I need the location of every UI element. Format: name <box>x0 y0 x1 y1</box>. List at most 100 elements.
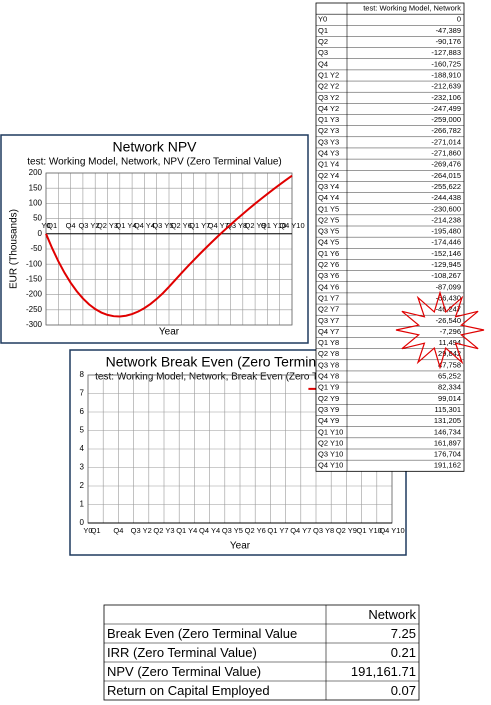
table-period: Q3 Y7 <box>318 316 339 325</box>
table-value: -66,430 <box>436 293 461 302</box>
summary-frame <box>103 604 420 701</box>
x-tick-label: Q4 Y10 <box>279 221 304 230</box>
x-axis-label: Year <box>230 541 251 552</box>
y-tick-label: 3 <box>80 463 85 472</box>
table-value: -127,883 <box>431 48 461 57</box>
chart-window <box>0 134 309 344</box>
table-period: Q2 <box>318 37 328 46</box>
x-tick-label: Q1 <box>47 221 57 230</box>
y-tick-label: 1 <box>80 500 85 509</box>
table-value: -266,782 <box>431 126 461 135</box>
table-value: 99,014 <box>438 394 461 403</box>
table-period: Q2 Y5 <box>318 215 339 224</box>
table-value: -90,176 <box>436 37 461 46</box>
table-period: Q2 Y8 <box>318 349 339 358</box>
summary-value: 7.25 <box>391 626 416 641</box>
x-tick-label: Q2 Y3 <box>153 526 174 535</box>
x-tick-label: Q2 Y6 <box>171 221 192 230</box>
table-value: 146,734 <box>434 427 461 436</box>
table-period: Q2 Y3 <box>318 126 339 135</box>
y-tick-label: 8 <box>80 370 85 379</box>
table-value: -7,296 <box>440 327 461 336</box>
data-line <box>45 174 293 318</box>
table-period: Q1 Y7 <box>318 293 339 302</box>
table-value: 115,301 <box>434 405 461 414</box>
table-header: test: Working Model, Network <box>363 4 461 13</box>
table-value: -26,540 <box>436 316 461 325</box>
table-value: 65,252 <box>438 372 461 381</box>
table-period: Q2 Y9 <box>318 394 339 403</box>
x-tick-label: Q1 Y10 <box>357 526 382 535</box>
table-value: -271,860 <box>431 149 461 158</box>
x-tick-label: Q3 Y8 <box>313 526 334 535</box>
x-tick-label: Q4 Y7 <box>208 221 229 230</box>
y-tick-label: 100 <box>29 199 43 208</box>
y-tick-label: -50 <box>30 244 42 253</box>
table-value: -174,446 <box>431 238 461 247</box>
table-value: 47,758 <box>438 360 461 369</box>
x-tick-label: Q2 Y9 <box>336 526 357 535</box>
x-tick-label: Q3 Y5 <box>222 526 243 535</box>
x-tick-label: Q2 Y6 <box>245 526 266 535</box>
summary-header: Network <box>368 607 416 622</box>
y-tick-label: 0 <box>38 229 43 238</box>
table-period: Q1 Y8 <box>318 338 339 347</box>
table-period: Q1 Y9 <box>318 383 339 392</box>
table-period: Q2 Y6 <box>318 260 339 269</box>
y-tick-label: 0 <box>80 518 85 527</box>
y-tick-label: -200 <box>26 290 43 299</box>
table-value: -255,622 <box>431 182 461 191</box>
y-tick-label: -300 <box>26 320 43 329</box>
plot-frame <box>45 172 293 326</box>
x-tick-label: Q1 Y4 <box>176 526 197 535</box>
table-period: Q4 Y9 <box>318 416 339 425</box>
table-value: 161,897 <box>434 438 461 447</box>
y-tick-label: -100 <box>26 259 43 268</box>
table-value: 0 <box>457 15 461 24</box>
table-period: Y0 <box>318 15 327 24</box>
x-tick-label: Q4 <box>113 526 123 535</box>
table-value: -259,000 <box>431 115 461 124</box>
summary-label: IRR (Zero Terminal Value) <box>107 645 257 660</box>
data-table: test: Working Model, Network Y0 0 Q1 -47,389… <box>315 2 465 472</box>
y-tick-label: 5 <box>80 426 85 435</box>
table-value: -214,238 <box>431 215 461 224</box>
table-period: Q1 Y4 <box>318 160 339 169</box>
table-value: -108,267 <box>431 271 461 280</box>
summary-label: Return on Capital Employed <box>107 683 270 698</box>
table-period: Q1 Y10 <box>318 427 343 436</box>
table-value: 191,162 <box>434 461 461 470</box>
table-period: Q4 Y6 <box>318 282 339 291</box>
x-tick-label: Q1 <box>91 526 101 535</box>
table-value: -129,945 <box>431 260 461 269</box>
table-period: Q2 Y10 <box>318 438 343 447</box>
table-value: -244,438 <box>431 193 461 202</box>
table-period: Q1 <box>318 26 328 35</box>
table-value: -160,725 <box>431 59 461 68</box>
x-tick-label: Q1 Y7 <box>189 221 210 230</box>
table-value: -271,014 <box>431 137 461 146</box>
chart-subtitle: test: Working Model, Network, Break Even… <box>95 372 381 383</box>
table-period: Q3 <box>318 48 328 57</box>
table-period: Q4 Y7 <box>318 327 339 336</box>
table-value: -152,146 <box>431 249 461 258</box>
table-period: Q1 Y5 <box>318 204 339 213</box>
summary-label: Break Even (Zero Terminal Value <box>107 626 297 641</box>
x-tick-label: Q3 Y5 <box>152 221 173 230</box>
table-period: Q3 Y6 <box>318 271 339 280</box>
y-tick-label: 2 <box>80 481 85 490</box>
table-value: 29,842 <box>438 349 461 358</box>
x-tick-label: Q3 Y8 <box>226 221 247 230</box>
starburst <box>395 290 485 370</box>
summary-value: 0.07 <box>391 683 416 698</box>
y-tick-label: 7 <box>80 389 85 398</box>
y-tick-label: 50 <box>33 214 42 223</box>
table-period: Q3 Y2 <box>318 93 339 102</box>
table-value: -47,389 <box>436 26 461 35</box>
x-tick-label: Y0 <box>83 526 92 535</box>
table-value: -232,106 <box>431 93 461 102</box>
table-period: Q4 Y8 <box>318 372 339 381</box>
table-period: Q1 Y2 <box>318 70 339 79</box>
y-tick-label: 150 <box>29 183 43 192</box>
